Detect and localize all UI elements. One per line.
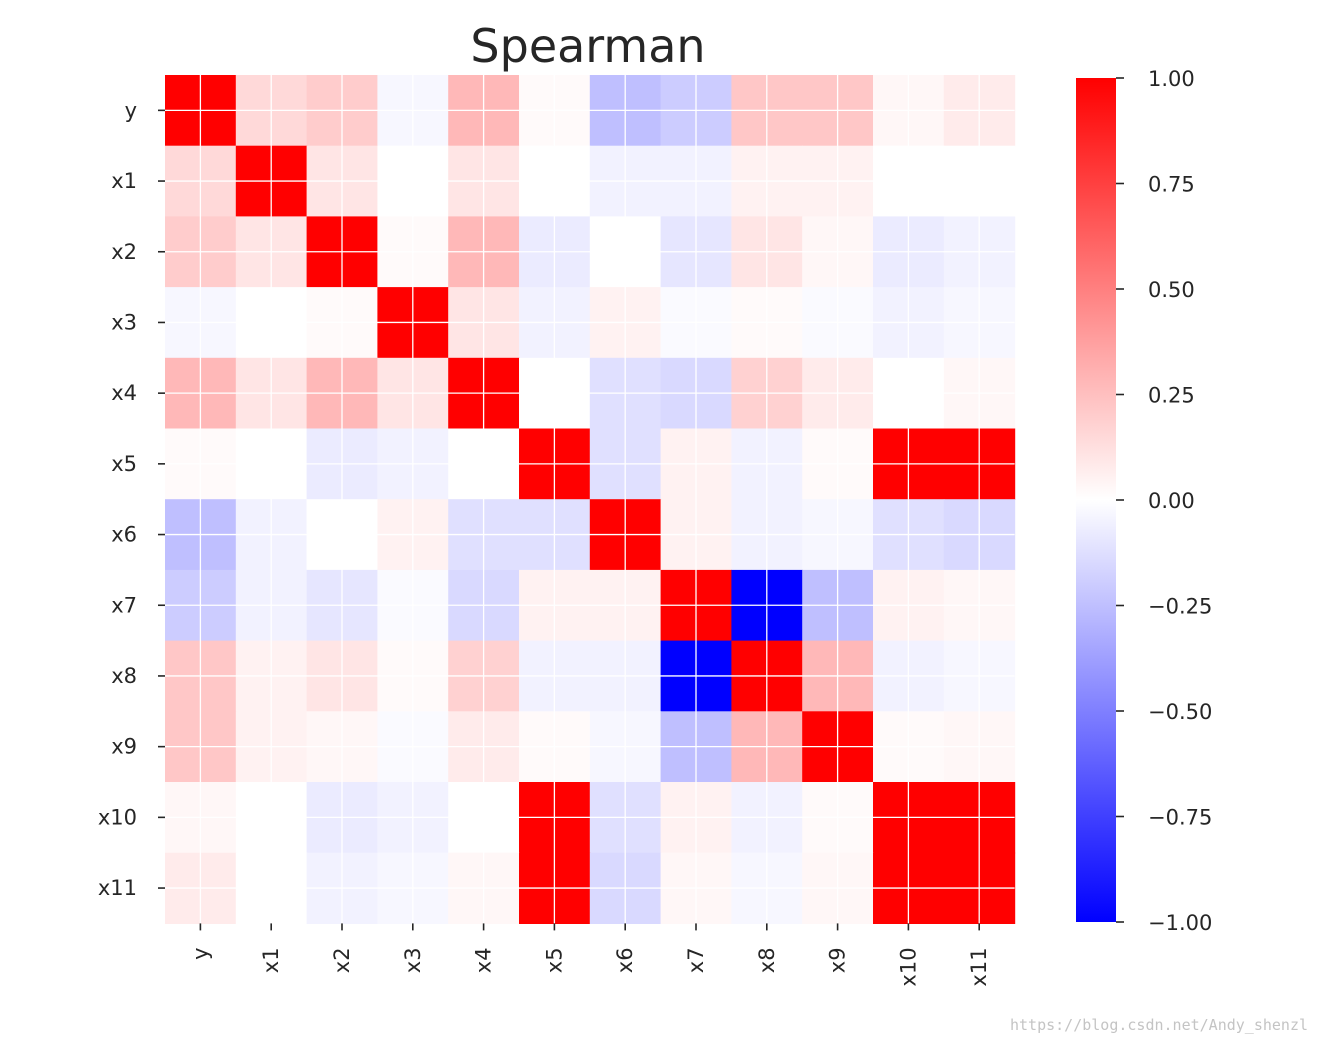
colorbar-tick-label: 0.75 [1148, 173, 1195, 197]
colorbar-gradient [1076, 78, 1116, 922]
y-tick-label: x3 [111, 310, 137, 334]
y-axis: y x1 x2 x3 x4 x5 x6 x7 x8 x9 x10 x11 [98, 98, 165, 900]
y-tick-label: x4 [111, 381, 137, 405]
x-tick-label: x3 [401, 947, 425, 973]
y-tick-label: y [125, 98, 137, 122]
colorbar: 1.00 0.75 0.50 0.25 0.00 −0.25 −0.50 −0.75 −1.00 [1076, 67, 1212, 935]
y-tick-label: x10 [98, 805, 137, 829]
x-tick-label: x9 [826, 947, 850, 973]
y-tick-label: x1 [111, 169, 137, 193]
x-axis: y x1 x2 x3 x4 x5 x6 x7 x8 x9 x10 x11 [188, 923, 991, 987]
y-tick-label: x5 [111, 452, 137, 476]
colorbar-tick-label: 1.00 [1148, 67, 1195, 91]
x-tick-label: x4 [472, 947, 496, 973]
y-tick-label: x9 [111, 735, 137, 759]
x-tick-label: x2 [330, 947, 354, 973]
x-tick-label: x11 [967, 947, 991, 986]
colorbar-tick-label: −0.50 [1148, 700, 1212, 724]
colorbar-tick-label: −0.25 [1148, 595, 1212, 619]
colorbar-tick-label: 0.00 [1148, 489, 1195, 513]
y-tick-label: x11 [98, 876, 137, 900]
colorbar-tick-label: −0.75 [1148, 806, 1212, 830]
colorbar-tick-label: 0.25 [1148, 384, 1195, 408]
colorbar-tick-label: 0.50 [1148, 278, 1195, 302]
colorbar-tick-label: −1.00 [1148, 911, 1212, 935]
chart-title: Spearman [470, 19, 705, 73]
x-tick-label: x6 [613, 947, 637, 973]
x-tick-label: x8 [755, 947, 779, 973]
x-tick-label: x1 [259, 947, 283, 973]
heatmap-gridlines [165, 75, 1015, 924]
y-tick-label: x7 [111, 593, 137, 617]
heatmap-cells [165, 75, 1016, 924]
y-tick-label: x8 [111, 664, 137, 688]
y-tick-label: x6 [111, 523, 137, 547]
x-tick-label: x5 [542, 947, 566, 973]
colorbar-ticks: 1.00 0.75 0.50 0.25 0.00 −0.25 −0.50 −0.75 −1.00 [1116, 67, 1212, 935]
x-tick-label: x7 [684, 947, 708, 973]
watermark-text: https://blog.csdn.net/Andy_shenzl [1010, 1016, 1308, 1034]
y-tick-label: x2 [111, 240, 137, 264]
x-tick-label: x10 [896, 947, 920, 986]
x-tick-label: y [188, 947, 212, 959]
